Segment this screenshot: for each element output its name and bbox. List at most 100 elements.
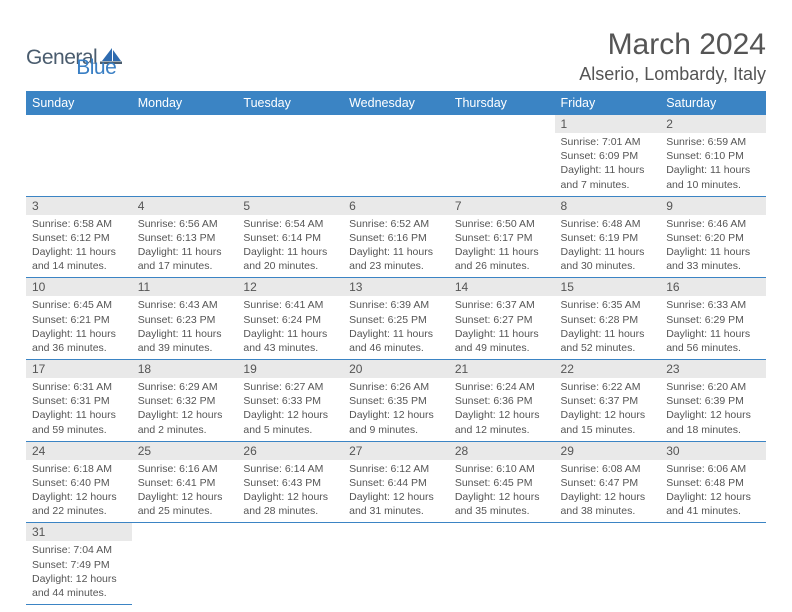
sunset-line: Sunset: 7:49 PM bbox=[32, 558, 126, 572]
sunrise-line: Sunrise: 6:14 AM bbox=[243, 462, 337, 476]
daylight-line: Daylight: 11 hours and 23 minutes. bbox=[349, 245, 443, 273]
daylight-line: Daylight: 12 hours and 12 minutes. bbox=[455, 408, 549, 436]
day-data: Sunrise: 6:10 AMSunset: 6:45 PMDaylight:… bbox=[449, 460, 555, 523]
day-data: Sunrise: 6:27 AMSunset: 6:33 PMDaylight:… bbox=[237, 378, 343, 441]
sunrise-line: Sunrise: 6:37 AM bbox=[455, 298, 549, 312]
day-number: 20 bbox=[343, 360, 449, 378]
sunrise-line: Sunrise: 6:50 AM bbox=[455, 217, 549, 231]
sunrise-line: Sunrise: 6:52 AM bbox=[349, 217, 443, 231]
sunrise-line: Sunrise: 6:12 AM bbox=[349, 462, 443, 476]
day-number: 18 bbox=[132, 360, 238, 378]
sunset-line: Sunset: 6:10 PM bbox=[666, 149, 760, 163]
daylight-line: Daylight: 11 hours and 30 minutes. bbox=[561, 245, 655, 273]
day-number: 28 bbox=[449, 442, 555, 460]
day-data: Sunrise: 6:08 AMSunset: 6:47 PMDaylight:… bbox=[555, 460, 661, 523]
sunset-line: Sunset: 6:33 PM bbox=[243, 394, 337, 408]
daylight-line: Daylight: 12 hours and 28 minutes. bbox=[243, 490, 337, 518]
day-cell: 4Sunrise: 6:56 AMSunset: 6:13 PMDaylight… bbox=[132, 196, 238, 278]
empty-cell bbox=[237, 523, 343, 605]
day-number: 12 bbox=[237, 278, 343, 296]
sunset-line: Sunset: 6:19 PM bbox=[561, 231, 655, 245]
day-number: 31 bbox=[26, 523, 132, 541]
month-title: March 2024 bbox=[579, 28, 766, 62]
daylight-line: Daylight: 11 hours and 20 minutes. bbox=[243, 245, 337, 273]
daylight-line: Daylight: 11 hours and 49 minutes. bbox=[455, 327, 549, 355]
day-cell: 28Sunrise: 6:10 AMSunset: 6:45 PMDayligh… bbox=[449, 441, 555, 523]
day-cell: 1Sunrise: 7:01 AMSunset: 6:09 PMDaylight… bbox=[555, 115, 661, 196]
day-number: 16 bbox=[660, 278, 766, 296]
daylight-line: Daylight: 12 hours and 15 minutes. bbox=[561, 408, 655, 436]
day-number: 26 bbox=[237, 442, 343, 460]
sunset-line: Sunset: 6:40 PM bbox=[32, 476, 126, 490]
sunset-line: Sunset: 6:37 PM bbox=[561, 394, 655, 408]
day-cell: 17Sunrise: 6:31 AMSunset: 6:31 PMDayligh… bbox=[26, 360, 132, 442]
empty-cell bbox=[26, 115, 132, 196]
sunrise-line: Sunrise: 6:26 AM bbox=[349, 380, 443, 394]
day-number: 7 bbox=[449, 197, 555, 215]
sunrise-line: Sunrise: 6:43 AM bbox=[138, 298, 232, 312]
brand-blue: Blue bbox=[76, 56, 116, 80]
day-data: Sunrise: 6:22 AMSunset: 6:37 PMDaylight:… bbox=[555, 378, 661, 441]
day-number: 17 bbox=[26, 360, 132, 378]
sunrise-line: Sunrise: 6:22 AM bbox=[561, 380, 655, 394]
day-data: Sunrise: 6:54 AMSunset: 6:14 PMDaylight:… bbox=[237, 215, 343, 278]
sunrise-line: Sunrise: 6:58 AM bbox=[32, 217, 126, 231]
calendar-row: 1Sunrise: 7:01 AMSunset: 6:09 PMDaylight… bbox=[26, 115, 766, 196]
location: Alserio, Lombardy, Italy bbox=[579, 64, 766, 85]
day-cell: 18Sunrise: 6:29 AMSunset: 6:32 PMDayligh… bbox=[132, 360, 238, 442]
day-data: Sunrise: 6:29 AMSunset: 6:32 PMDaylight:… bbox=[132, 378, 238, 441]
day-cell: 22Sunrise: 6:22 AMSunset: 6:37 PMDayligh… bbox=[555, 360, 661, 442]
empty-cell bbox=[343, 115, 449, 196]
sunrise-line: Sunrise: 6:06 AM bbox=[666, 462, 760, 476]
day-data: Sunrise: 6:46 AMSunset: 6:20 PMDaylight:… bbox=[660, 215, 766, 278]
weekday-header: Saturday bbox=[660, 91, 766, 115]
sunset-line: Sunset: 6:20 PM bbox=[666, 231, 760, 245]
daylight-line: Daylight: 11 hours and 10 minutes. bbox=[666, 163, 760, 191]
daylight-line: Daylight: 11 hours and 59 minutes. bbox=[32, 408, 126, 436]
daylight-line: Daylight: 12 hours and 44 minutes. bbox=[32, 572, 126, 600]
sunrise-line: Sunrise: 6:20 AM bbox=[666, 380, 760, 394]
sunrise-line: Sunrise: 6:35 AM bbox=[561, 298, 655, 312]
day-data: Sunrise: 6:37 AMSunset: 6:27 PMDaylight:… bbox=[449, 296, 555, 359]
sunset-line: Sunset: 6:35 PM bbox=[349, 394, 443, 408]
title-block: March 2024 Alserio, Lombardy, Italy bbox=[579, 28, 766, 85]
sunrise-line: Sunrise: 6:45 AM bbox=[32, 298, 126, 312]
daylight-line: Daylight: 11 hours and 26 minutes. bbox=[455, 245, 549, 273]
sunrise-line: Sunrise: 6:54 AM bbox=[243, 217, 337, 231]
sunset-line: Sunset: 6:31 PM bbox=[32, 394, 126, 408]
sunset-line: Sunset: 6:29 PM bbox=[666, 313, 760, 327]
sunset-line: Sunset: 6:41 PM bbox=[138, 476, 232, 490]
sunrise-line: Sunrise: 6:48 AM bbox=[561, 217, 655, 231]
day-cell: 31Sunrise: 7:04 AMSunset: 7:49 PMDayligh… bbox=[26, 523, 132, 605]
day-cell: 2Sunrise: 6:59 AMSunset: 6:10 PMDaylight… bbox=[660, 115, 766, 196]
sunset-line: Sunset: 6:43 PM bbox=[243, 476, 337, 490]
sunrise-line: Sunrise: 6:16 AM bbox=[138, 462, 232, 476]
weekday-header: Wednesday bbox=[343, 91, 449, 115]
sunset-line: Sunset: 6:23 PM bbox=[138, 313, 232, 327]
day-cell: 10Sunrise: 6:45 AMSunset: 6:21 PMDayligh… bbox=[26, 278, 132, 360]
calendar-row: 3Sunrise: 6:58 AMSunset: 6:12 PMDaylight… bbox=[26, 196, 766, 278]
weekday-header-row: SundayMondayTuesdayWednesdayThursdayFrid… bbox=[26, 91, 766, 115]
day-data: Sunrise: 7:01 AMSunset: 6:09 PMDaylight:… bbox=[555, 133, 661, 196]
sunset-line: Sunset: 6:14 PM bbox=[243, 231, 337, 245]
empty-cell bbox=[132, 523, 238, 605]
day-cell: 19Sunrise: 6:27 AMSunset: 6:33 PMDayligh… bbox=[237, 360, 343, 442]
sunrise-line: Sunrise: 6:24 AM bbox=[455, 380, 549, 394]
sunset-line: Sunset: 6:36 PM bbox=[455, 394, 549, 408]
empty-cell bbox=[132, 115, 238, 196]
day-data: Sunrise: 6:33 AMSunset: 6:29 PMDaylight:… bbox=[660, 296, 766, 359]
sunset-line: Sunset: 6:28 PM bbox=[561, 313, 655, 327]
sunset-line: Sunset: 6:09 PM bbox=[561, 149, 655, 163]
day-number: 1 bbox=[555, 115, 661, 133]
day-cell: 30Sunrise: 6:06 AMSunset: 6:48 PMDayligh… bbox=[660, 441, 766, 523]
calendar-row: 31Sunrise: 7:04 AMSunset: 7:49 PMDayligh… bbox=[26, 523, 766, 605]
day-number: 3 bbox=[26, 197, 132, 215]
day-number: 13 bbox=[343, 278, 449, 296]
sunset-line: Sunset: 6:25 PM bbox=[349, 313, 443, 327]
day-cell: 8Sunrise: 6:48 AMSunset: 6:19 PMDaylight… bbox=[555, 196, 661, 278]
day-data: Sunrise: 6:58 AMSunset: 6:12 PMDaylight:… bbox=[26, 215, 132, 278]
sunrise-line: Sunrise: 6:08 AM bbox=[561, 462, 655, 476]
sunset-line: Sunset: 6:24 PM bbox=[243, 313, 337, 327]
weekday-header: Friday bbox=[555, 91, 661, 115]
empty-cell bbox=[555, 523, 661, 605]
